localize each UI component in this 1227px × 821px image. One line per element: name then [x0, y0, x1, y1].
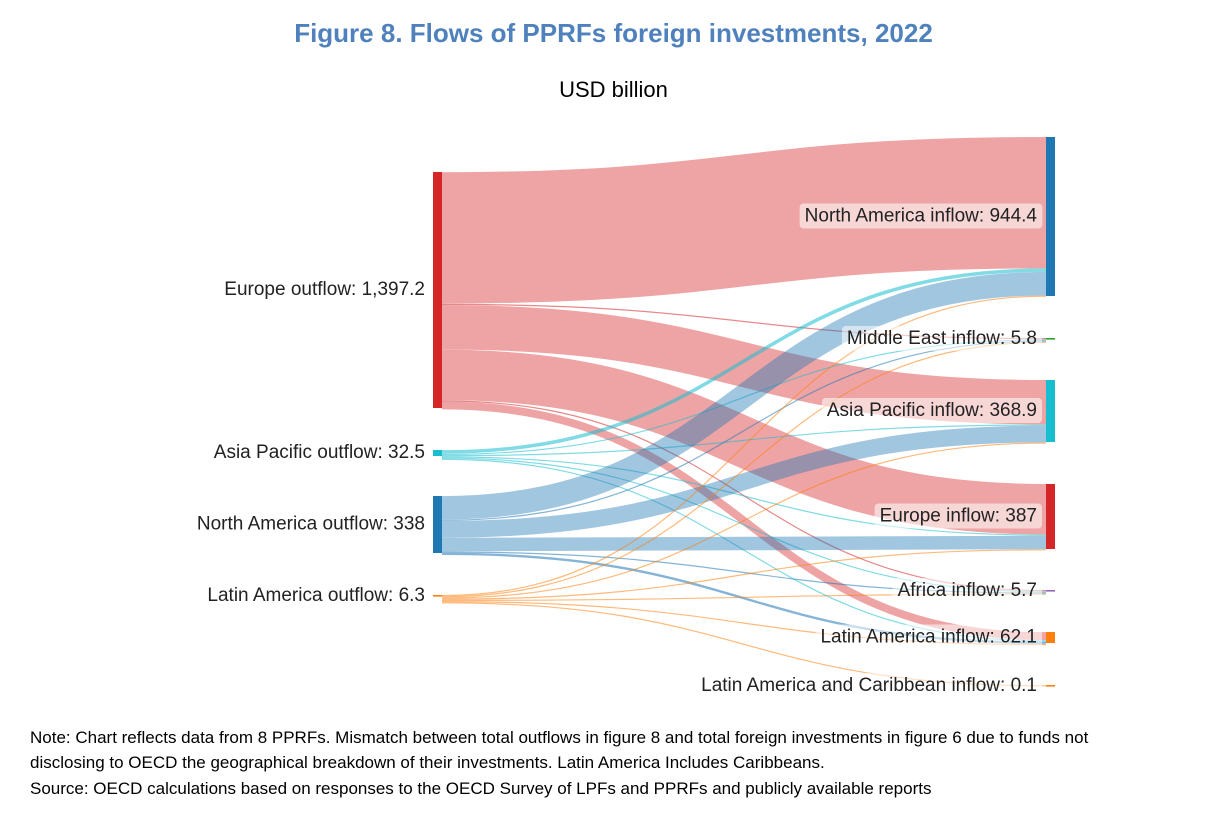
link-ap-out-to-ap-in[interactable]	[441, 424, 1047, 457]
label-bg-me-in	[841, 325, 1042, 351]
chart-note-line2: disclosing to OECD the geographical brea…	[30, 753, 825, 772]
chart-title: Figure 8. Flows of PPRFs foreign investm…	[294, 18, 933, 48]
node-na-out[interactable]	[433, 496, 442, 553]
link-na-out-to-me-in[interactable]	[441, 340, 1047, 521]
node-ap-in[interactable]	[1046, 380, 1055, 442]
node-eu-in[interactable]	[1046, 484, 1055, 549]
label-ap-out: Asia Pacific outflow: 32.5	[214, 442, 425, 463]
label-na-out: North America outflow: 338	[197, 514, 425, 535]
label-af-in: Africa inflow: 5.7	[898, 580, 1037, 601]
label-bg-eu-in	[874, 503, 1042, 529]
label-bg-ap-in	[821, 398, 1042, 424]
label-lac-in: Latin America and Caribbean inflow: 0.1	[701, 675, 1037, 696]
label-bg-na-in	[799, 203, 1043, 229]
label-bg-lac-in	[696, 672, 1042, 698]
label-eu-in: Europe inflow: 387	[880, 506, 1037, 527]
link-ap-out-to-na-in[interactable]	[441, 268, 1047, 454]
label-eu-out: Europe outflow: 1,397.2	[224, 279, 425, 300]
label-me-in: Middle East inflow: 5.8	[847, 328, 1037, 349]
node-ap-out[interactable]	[433, 450, 442, 456]
link-na-out-to-eu-in[interactable]	[441, 535, 1047, 552]
node-la-out[interactable]	[433, 595, 442, 597]
nodes-layer	[433, 137, 1055, 687]
label-bg-la-in	[815, 624, 1042, 650]
links-layer	[441, 137, 1047, 687]
label-bg-af-in	[892, 577, 1042, 603]
node-la-in[interactable]	[1046, 632, 1055, 643]
node-af-in[interactable]	[1046, 590, 1055, 592]
label-na-in: North America inflow: 944.4	[805, 206, 1038, 227]
node-na-in[interactable]	[1046, 137, 1055, 296]
labels-layer: Europe outflow: 1,397.2 Asia Pacific outf…	[197, 203, 1043, 698]
chart-note-line1: Note: Chart reflects data from 8 PPRFs. …	[30, 728, 1089, 747]
node-lac-in[interactable]	[1046, 685, 1055, 687]
chart-source: Source: OECD calculations based on respo…	[30, 779, 932, 798]
link-ap-out-to-eu-in[interactable]	[441, 456, 1047, 536]
node-eu-out[interactable]	[433, 172, 442, 408]
link-na-out-to-na-in[interactable]	[441, 271, 1047, 520]
label-la-out: Latin America outflow: 6.3	[207, 585, 425, 606]
node-me-in[interactable]	[1046, 338, 1055, 340]
link-na-out-to-ap-in[interactable]	[441, 425, 1047, 538]
label-la-in: Latin America inflow: 62.1	[820, 627, 1037, 648]
link-la-out-to-eu-in[interactable]	[441, 549, 1047, 600]
link-eu-out-to-eu-in[interactable]	[441, 349, 1047, 535]
label-ap-in: Asia Pacific inflow: 368.9	[827, 400, 1037, 421]
link-la-out-to-me-in[interactable]	[441, 341, 1047, 598]
chart-subtitle: USD billion	[559, 77, 668, 102]
link-la-out-to-ap-in[interactable]	[441, 442, 1047, 599]
link-la-out-to-na-in[interactable]	[441, 295, 1047, 597]
